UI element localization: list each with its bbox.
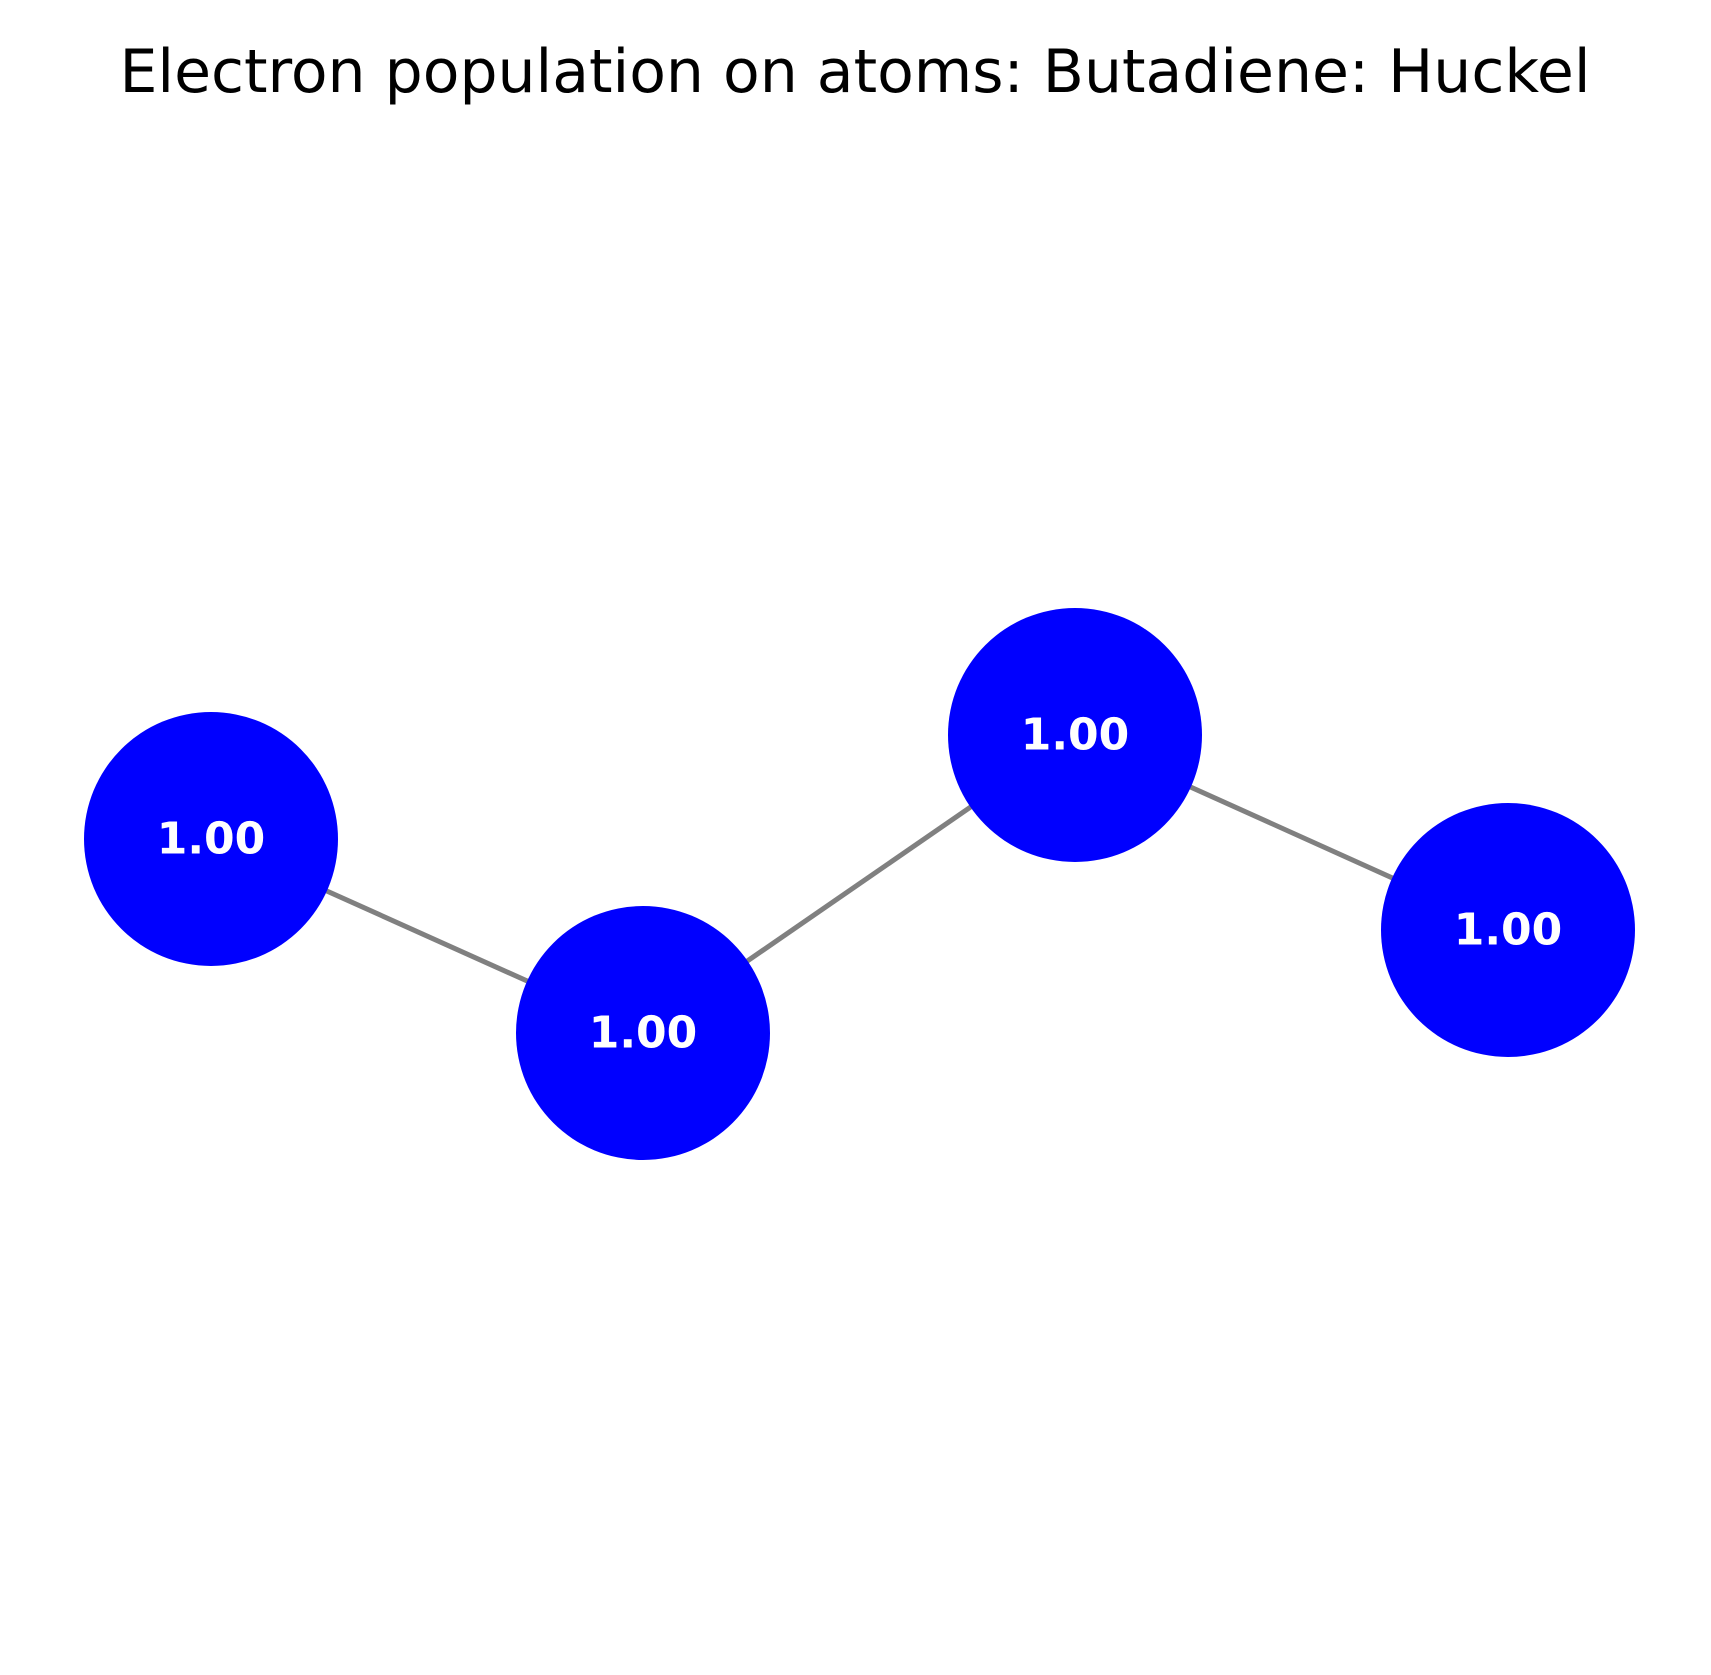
atom-circle (948, 608, 1202, 862)
atom-population-label: 1.00 (1021, 710, 1130, 761)
atom-node-c4: 1.00 (1381, 803, 1635, 1057)
diagram-title: Electron population on atoms: Butadiene:… (119, 37, 1590, 107)
atom-circle (516, 906, 770, 1160)
atom-node-c2: 1.00 (516, 906, 770, 1160)
atoms-layer: 1.00 1.00 1.00 1.00 (84, 608, 1635, 1160)
atom-population-label: 1.00 (1454, 905, 1563, 956)
atom-node-c3: 1.00 (948, 608, 1202, 862)
atom-circle (84, 712, 338, 966)
atom-node-c1: 1.00 (84, 712, 338, 966)
bonds-layer (209, 732, 1510, 1036)
atom-circle (1381, 803, 1635, 1057)
atom-population-label: 1.00 (157, 814, 266, 865)
atom-population-label: 1.00 (589, 1008, 698, 1059)
